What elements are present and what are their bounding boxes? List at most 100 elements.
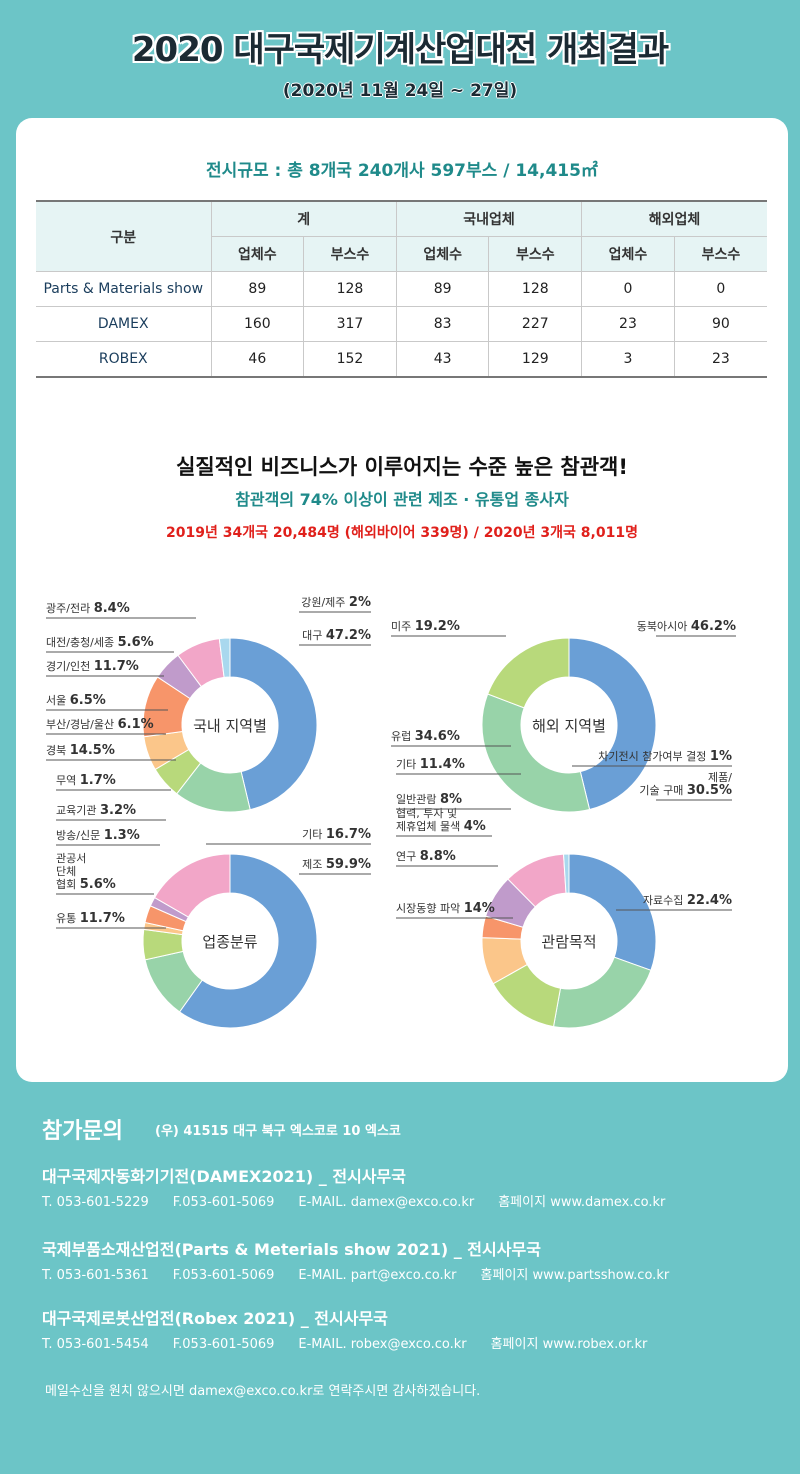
donut-slice bbox=[563, 853, 570, 894]
data-label: 연구 8.8% bbox=[396, 849, 456, 864]
office-homepage[interactable]: 홈페이지 www.robex.or.kr bbox=[490, 1337, 648, 1352]
data-label: 일반관람 8% bbox=[396, 792, 462, 807]
visitor-headline: 실질적인 비즈니스가 이루어지는 수준 높은 참관객! bbox=[176, 455, 628, 479]
donut-slice bbox=[552, 956, 652, 1029]
exhibition-scale: 전시규모 : 총 8개국 240개사 597부스 / 14,415㎡ bbox=[206, 161, 598, 181]
table-cell: 89 bbox=[210, 271, 305, 307]
table-cell: 3 bbox=[581, 341, 675, 378]
visitor-subline: 참관객의 74% 이상이 관련 제조 · 유통업 종사자 bbox=[235, 490, 569, 509]
table-row: ROBEX 46 152 43 129 3 23 bbox=[36, 341, 767, 378]
data-label: 제품/기술 구매 30.5% bbox=[639, 771, 732, 798]
data-label: 경기/인천 11.7% bbox=[46, 659, 139, 674]
data-label: 부산/경남/울산 6.1% bbox=[46, 717, 154, 732]
table-cell: 83 bbox=[395, 306, 490, 342]
data-label: 기타 11.4% bbox=[396, 757, 465, 772]
donut-slice bbox=[178, 853, 318, 1029]
table-row: DAMEX 160 317 83 227 23 90 bbox=[36, 306, 767, 342]
donut-title: 업종분류 bbox=[202, 933, 257, 951]
table-header-group: 해외업체 bbox=[581, 200, 767, 237]
table-subheader: 부스수 bbox=[303, 236, 397, 272]
data-label: 유럽 34.6% bbox=[391, 729, 460, 744]
table-cell: 227 bbox=[488, 306, 583, 342]
office-homepage[interactable]: 홈페이지 www.damex.co.kr bbox=[498, 1195, 666, 1210]
table-cell: 0 bbox=[673, 271, 767, 307]
data-label: 방송/신문 1.3% bbox=[56, 828, 140, 843]
data-label: 유통 11.7% bbox=[56, 911, 125, 926]
office-email[interactable]: E-MAIL. damex@exco.co.kr bbox=[298, 1195, 475, 1210]
office-fax: F.053-601-5069 bbox=[172, 1195, 275, 1210]
office-name: 대구국제로봇산업전(Robex 2021) _ 전시사무국 bbox=[42, 1309, 388, 1328]
exhibitor-table: 구분 계 국내업체 해외업체 업체수 부스수 업체수 부스수 업체수 부스수 P… bbox=[36, 200, 767, 378]
table-subheader: 부스수 bbox=[673, 236, 767, 272]
office-fax: F.053-601-5069 bbox=[172, 1268, 275, 1283]
office-name: 국제부품소재산업전(Parts & Meterials show 2021) _… bbox=[42, 1240, 541, 1259]
office-tel: T. 053-601-5454 bbox=[42, 1337, 149, 1352]
table-cell: 90 bbox=[673, 306, 767, 342]
table-cell: 89 bbox=[395, 271, 490, 307]
office-contact-line: T. 053-601-5454 F.053-601-5069 E-MAIL. rob… bbox=[42, 1333, 671, 1352]
table-cell: 23 bbox=[673, 341, 767, 378]
data-label: 강원/제주 2% bbox=[301, 595, 371, 610]
table-row-label: DAMEX bbox=[36, 306, 212, 342]
data-label: 기타 16.7% bbox=[302, 827, 371, 842]
visitor-charts: 국내 지역별 대구 47.2% 경북 14.5% 부산/경남/울산 6.1% 서울 6.… bbox=[46, 595, 736, 1029]
table-subheader: 업체수 bbox=[395, 236, 490, 272]
data-label: 동북아시아 46.2% bbox=[637, 619, 736, 634]
donut-slice bbox=[568, 853, 657, 971]
table-cell: 43 bbox=[395, 341, 490, 378]
data-label: 자료수집 22.4% bbox=[643, 893, 732, 908]
donut-slice bbox=[229, 637, 318, 811]
table-cell: 152 bbox=[303, 341, 397, 378]
table-header-group: 국내업체 bbox=[395, 200, 583, 237]
donut-slice bbox=[487, 637, 570, 709]
data-label: 대전/충청/세종 5.6% bbox=[46, 635, 154, 650]
table-row-label: Parts & Materials show bbox=[36, 271, 212, 307]
donut-slice bbox=[481, 693, 591, 813]
table-cell: 128 bbox=[488, 271, 583, 307]
table-cell: 129 bbox=[488, 341, 583, 378]
office-name: 대구국제자동화기기전(DAMEX2021) _ 전시사무국 bbox=[42, 1167, 406, 1186]
data-label: 제조 59.9% bbox=[302, 857, 371, 872]
office-tel: T. 053-601-5361 bbox=[42, 1268, 149, 1283]
data-label: 차기전시 참가여부 결정 1% bbox=[598, 749, 732, 764]
table-cell: 23 bbox=[581, 306, 675, 342]
table-row: Parts & Materials show 89 128 89 128 0 0 bbox=[36, 271, 767, 307]
data-label: 무역 1.7% bbox=[56, 773, 116, 788]
table-subheader: 업체수 bbox=[211, 236, 305, 272]
office-email[interactable]: E-MAIL. robex@exco.co.kr bbox=[298, 1337, 467, 1352]
data-label: 대구 47.2% bbox=[302, 628, 371, 643]
unsubscribe-note: 메일수신을 원치 않으시면 damex@exco.co.kr로 연락주시면 감사… bbox=[45, 1384, 481, 1399]
data-label: 경북 14.5% bbox=[46, 743, 115, 758]
table-cell: 317 bbox=[303, 306, 397, 342]
table-cell: 46 bbox=[210, 341, 305, 378]
page-title: 2020 대구국제기계산업대전 개최결과 bbox=[131, 30, 669, 70]
office-tel: T. 053-601-5229 bbox=[42, 1195, 149, 1210]
office-fax: F.053-601-5069 bbox=[172, 1337, 275, 1352]
office-homepage[interactable]: 홈페이지 www.partsshow.co.kr bbox=[480, 1268, 670, 1283]
visitor-stats: 2019년 34개국 20,484명 (해외바이어 339명) / 2020년 … bbox=[166, 525, 638, 541]
table-cell: 160 bbox=[210, 306, 305, 342]
data-label: 시장동향 파악 14% bbox=[396, 901, 495, 916]
donut-title: 국내 지역별 bbox=[193, 717, 267, 735]
donut-title: 관람목적 bbox=[541, 933, 596, 951]
table-cell: 128 bbox=[303, 271, 397, 307]
table-row-label: ROBEX bbox=[36, 341, 212, 378]
table-header-group: 계 bbox=[210, 200, 397, 237]
table-subheader: 업체수 bbox=[581, 236, 675, 272]
table-cell: 0 bbox=[581, 271, 675, 307]
office-email[interactable]: E-MAIL. part@exco.co.kr bbox=[298, 1268, 457, 1283]
office-contact-line: T. 053-601-5361 F.053-601-5069 E-MAIL. par… bbox=[42, 1264, 693, 1283]
results-card: 전시규모 : 총 8개국 240개사 597부스 / 14,415㎡ 구분 계 … bbox=[16, 118, 788, 1082]
donut-slice bbox=[153, 853, 231, 918]
table-subheader: 부스수 bbox=[488, 236, 583, 272]
data-label: 협력, 투자 및 제휴업체 물색 4% bbox=[396, 807, 486, 834]
office-contact-line: T. 053-601-5229 F.053-601-5069 E-MAIL. dam… bbox=[42, 1191, 689, 1210]
contact-heading: 참가문의 bbox=[42, 1119, 123, 1144]
donut-slice bbox=[568, 637, 657, 811]
contact-address: (우) 41515 대구 북구 엑스코로 10 엑스코 bbox=[155, 1124, 401, 1139]
donut-slice bbox=[218, 637, 231, 678]
data-label: 광주/전라 8.4% bbox=[46, 601, 130, 616]
data-label: 서울 6.5% bbox=[46, 693, 106, 708]
data-label: 교육기관 3.2% bbox=[56, 803, 136, 818]
donut-title: 해외 지역별 bbox=[532, 717, 606, 735]
